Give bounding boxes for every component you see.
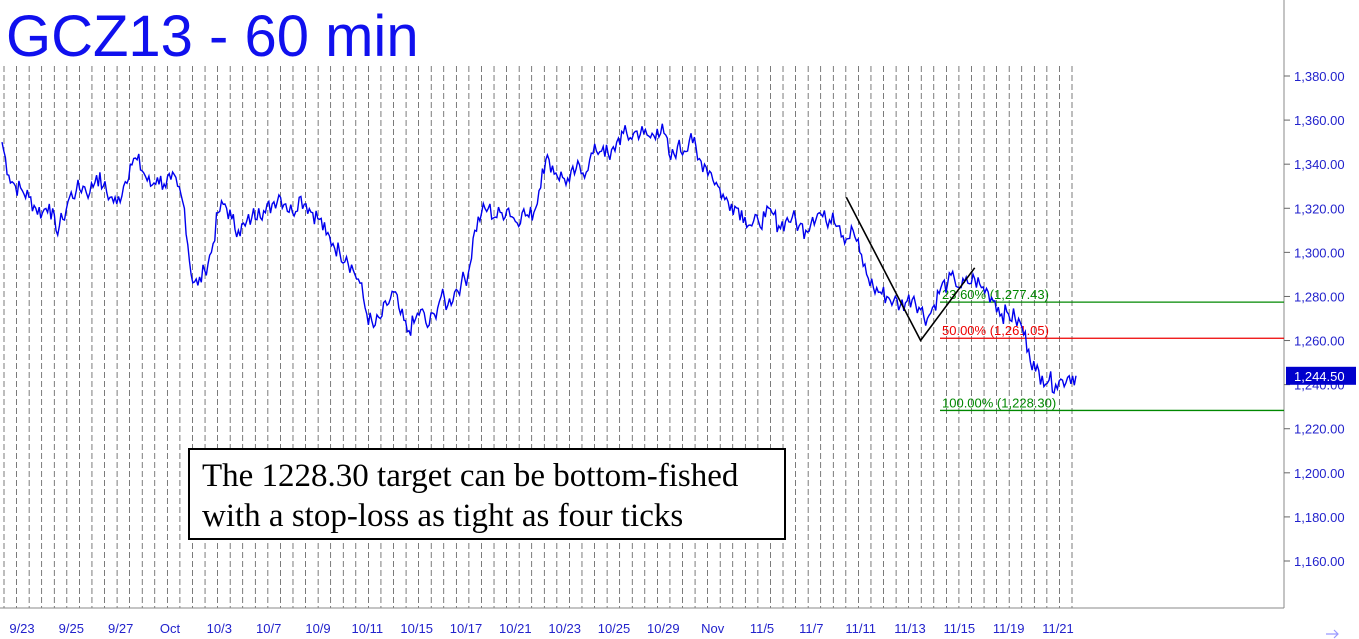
- x-axis-ticks: 9/23 9/25 9/27 Oct 10/3 10/7 10/9 10/11 10/15 10/…: [9, 621, 1073, 636]
- x-tick-label: 11/11: [845, 621, 876, 636]
- x-tick-label: 10/7: [256, 621, 281, 636]
- x-tick-label: 11/15: [944, 621, 976, 636]
- x-tick-label: 10/21: [499, 621, 532, 636]
- price-series-line: [1, 123, 1077, 395]
- x-tick-label: 10/17: [450, 621, 483, 636]
- x-tick-label: 10/23: [548, 621, 581, 636]
- y-tick-label: 1,160.00: [1294, 554, 1345, 569]
- trend-line: [845, 196, 976, 343]
- x-tick-label: 11/7: [799, 621, 823, 636]
- y-tick-label: 1,380.00: [1294, 69, 1345, 84]
- x-tick-label: 10/9: [305, 621, 330, 636]
- last-price-label: 1,244.50: [1294, 369, 1345, 384]
- y-tick-label: 1,300.00: [1294, 245, 1345, 260]
- x-tick-label: 10/25: [598, 621, 631, 636]
- last-price-tag: 1,244.50: [1286, 366, 1356, 385]
- y-tick-label: 1,200.00: [1294, 466, 1345, 481]
- x-tick-label: 11/19: [993, 621, 1025, 636]
- fib-level-label: 50.00% (1,261.05): [942, 323, 1049, 338]
- fib-levels: 23.60% (1,277.43) 50.00% (1,261.05) 100.00…: [940, 287, 1284, 412]
- annotation-line-1: The 1228.30 target can be bottom-fished: [202, 458, 739, 494]
- annotation-line-2: with a stop-loss as tight as four ticks: [202, 498, 684, 534]
- y-tick-label: 1,260.00: [1294, 334, 1345, 349]
- y-tick-label: 1,220.00: [1294, 422, 1345, 437]
- scroll-arrow-icon[interactable]: [1326, 629, 1339, 639]
- x-tick-label: 9/25: [59, 621, 84, 636]
- y-tick-label: 1,340.00: [1294, 157, 1345, 172]
- x-tick-label: Nov: [701, 621, 725, 636]
- fib-level-label: 100.00% (1,228.30): [942, 395, 1056, 410]
- x-tick-label: 10/3: [207, 621, 232, 636]
- y-tick-label: 1,320.00: [1294, 201, 1345, 216]
- x-tick-label: 11/21: [1042, 621, 1074, 636]
- x-tick-label: 10/11: [352, 621, 384, 636]
- annotation-box: The 1228.30 target can be bottom-fished …: [188, 448, 786, 540]
- x-tick-label: 10/29: [647, 621, 680, 636]
- x-tick-label: 11/5: [750, 621, 774, 636]
- y-tick-label: 1,360.00: [1294, 113, 1345, 128]
- last-price-tag-bg: [1286, 366, 1356, 385]
- chart-title: GCZ13 - 60 min: [6, 4, 419, 69]
- x-tick-label: 9/23: [9, 621, 34, 636]
- fib-level-label: 23.60% (1,277.43): [942, 287, 1049, 302]
- y-tick-label: 1,180.00: [1294, 510, 1345, 525]
- x-tick-label: 11/13: [894, 621, 926, 636]
- x-tick-label: 10/15: [400, 621, 433, 636]
- x-tick-label: 9/27: [108, 621, 133, 636]
- x-tick-label: Oct: [160, 621, 181, 636]
- y-tick-label: 1,280.00: [1294, 289, 1345, 304]
